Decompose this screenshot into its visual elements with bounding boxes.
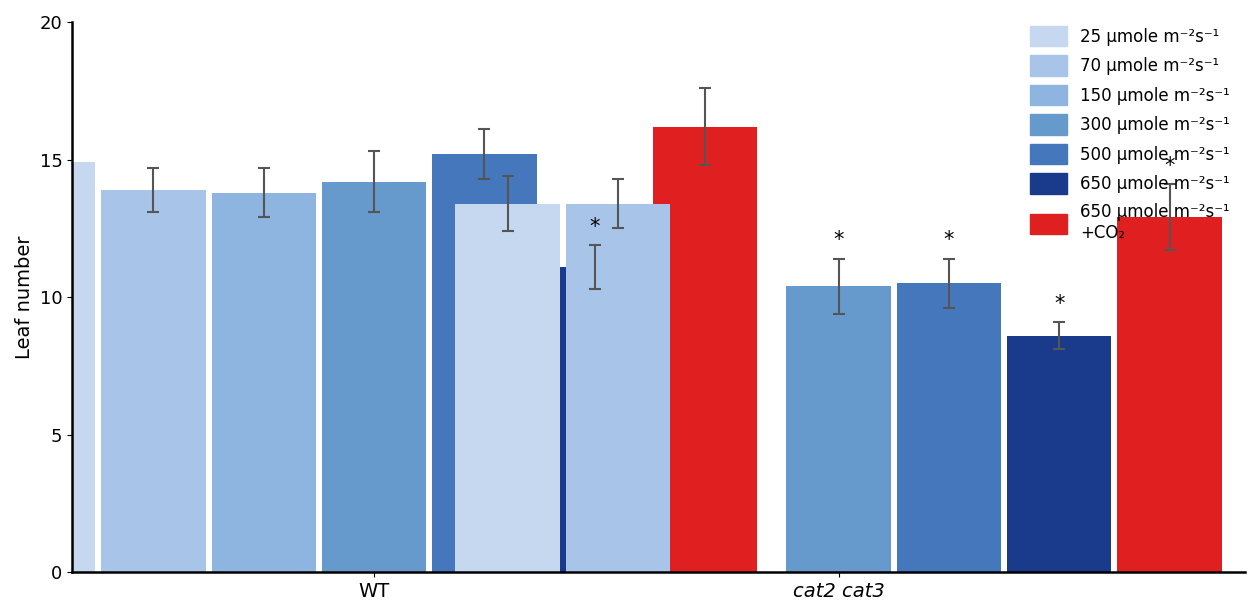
Text: *: * — [1164, 156, 1174, 176]
Text: *: * — [1055, 294, 1065, 314]
Bar — [321, 182, 426, 572]
Bar — [212, 193, 316, 572]
Bar — [786, 286, 891, 572]
Bar — [1007, 336, 1111, 572]
Text: *: * — [833, 230, 844, 250]
Text: *: * — [590, 217, 600, 237]
Bar — [455, 204, 559, 572]
Bar — [566, 204, 670, 572]
Text: *: * — [944, 230, 954, 250]
Bar — [1118, 217, 1222, 572]
Bar — [653, 126, 757, 572]
Bar — [897, 283, 1002, 572]
Bar — [543, 267, 646, 572]
Bar — [432, 154, 537, 572]
Bar — [101, 190, 205, 572]
Y-axis label: Leaf number: Leaf number — [15, 235, 34, 359]
Bar — [0, 163, 96, 572]
Legend: 25 μmole m⁻²s⁻¹, 70 μmole m⁻²s⁻¹, 150 μmole m⁻²s⁻¹, 300 μmole m⁻²s⁻¹, 500 μmole : 25 μmole m⁻²s⁻¹, 70 μmole m⁻²s⁻¹, 150 μm… — [1023, 19, 1236, 248]
